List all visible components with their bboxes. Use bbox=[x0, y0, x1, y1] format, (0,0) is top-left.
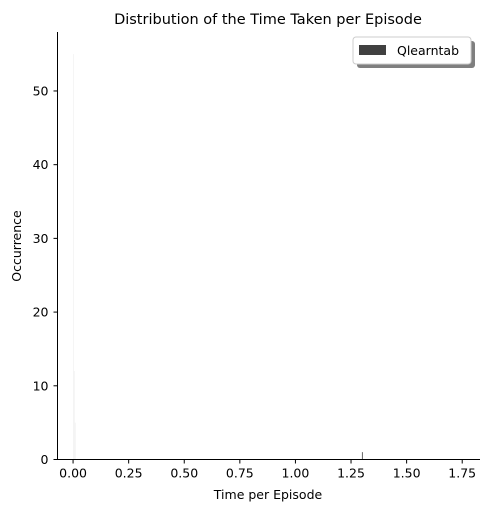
x-tick-label: 0.25 bbox=[115, 466, 143, 481]
x-tick-label: 1.00 bbox=[282, 466, 310, 481]
x-tick-label: 0.75 bbox=[226, 466, 254, 481]
x-axis-label: Time per Episode bbox=[213, 487, 323, 502]
x-tick-label: 0.50 bbox=[170, 466, 198, 481]
x-tick-label: 0.00 bbox=[59, 466, 87, 481]
legend: Qlearntab bbox=[352, 36, 475, 68]
chart-title: Distribution of the Time Taken per Episo… bbox=[114, 12, 422, 28]
histogram-bar bbox=[73, 54, 74, 460]
legend-label: Qlearntab bbox=[397, 43, 459, 58]
y-tick-label: 50 bbox=[33, 83, 49, 98]
legend-swatch bbox=[359, 45, 386, 55]
y-axis-label: Occurrence bbox=[9, 210, 24, 282]
histogram-bar bbox=[74, 422, 76, 460]
y-tick-label: 20 bbox=[33, 305, 49, 320]
plot-area bbox=[73, 54, 363, 460]
y-tick-label: 0 bbox=[41, 452, 49, 467]
y-tick-label: 40 bbox=[33, 157, 49, 172]
x-tick-label: 1.75 bbox=[448, 466, 476, 481]
x-tick-label: 1.50 bbox=[393, 466, 421, 481]
x-ticks: 0.00 0.25 0.50 0.75 1.00 1.25 1.50 1.75 bbox=[59, 459, 476, 481]
histogram-bar bbox=[73, 371, 75, 460]
legend-box bbox=[352, 36, 472, 65]
y-ticks: 0 10 20 30 40 50 bbox=[33, 83, 58, 467]
x-tick-label: 1.25 bbox=[337, 466, 365, 481]
histogram-bar bbox=[361, 452, 363, 460]
y-tick-label: 30 bbox=[33, 231, 49, 246]
y-tick-label: 10 bbox=[33, 378, 49, 393]
